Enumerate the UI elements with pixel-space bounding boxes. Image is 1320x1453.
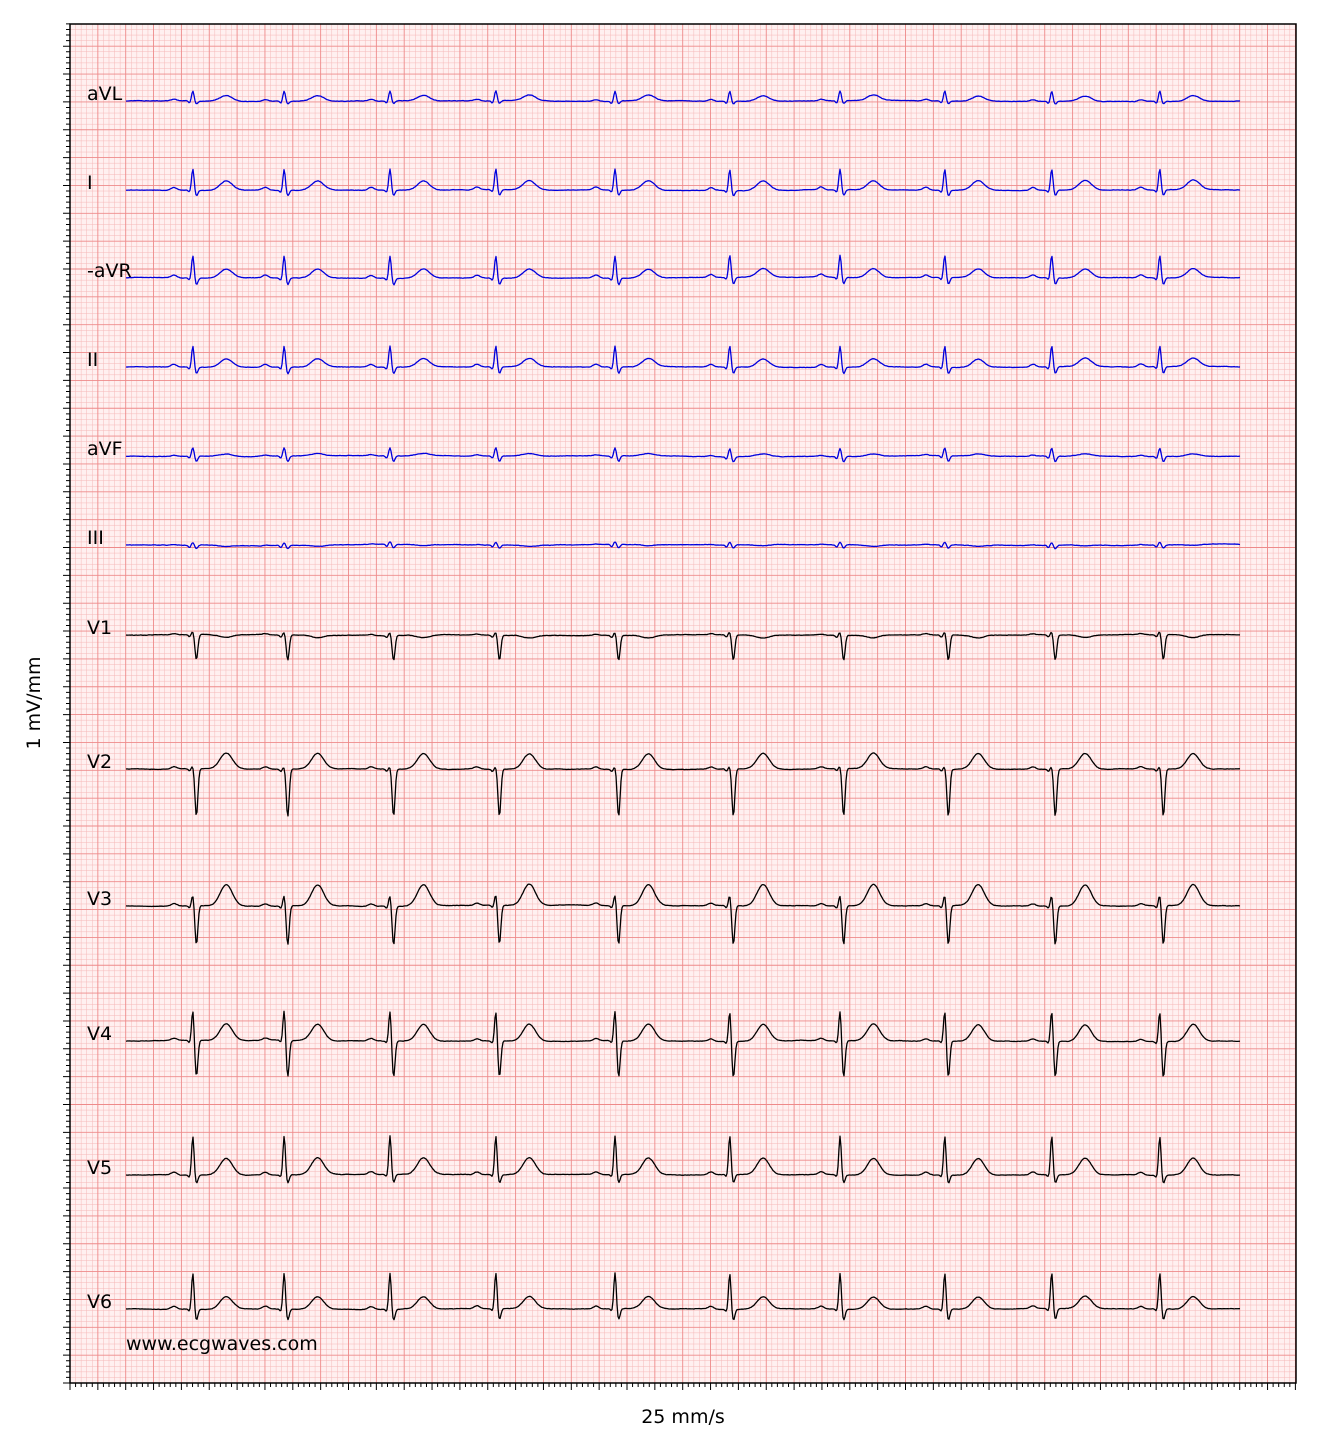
lead-label-avf: aVF — [87, 438, 123, 460]
lead-label-v6: V6 — [87, 1291, 112, 1313]
lead-label-v3: V3 — [87, 888, 112, 910]
x-axis-label: 25 mm/s — [641, 1406, 725, 1428]
trace-iii — [125, 541, 1241, 550]
trace-v4 — [125, 1010, 1241, 1077]
trace-avl — [125, 90, 1241, 105]
lead-label-ii: II — [87, 349, 98, 371]
trace-i — [125, 168, 1241, 197]
lead-label-v4: V4 — [87, 1023, 112, 1045]
trace-v6 — [125, 1272, 1241, 1321]
lead-label-v2: V2 — [87, 751, 112, 773]
tick-marks — [63, 23, 1296, 1390]
trace-avf — [125, 447, 1241, 463]
trace-avr — [125, 254, 1241, 286]
lead-label-iii: III — [87, 527, 104, 549]
lead-traces — [125, 90, 1241, 1321]
y-axis-label: 1 mV/mm — [23, 656, 45, 749]
trace-v3 — [125, 883, 1241, 945]
trace-v2 — [125, 752, 1241, 817]
watermark-text: www.ecgwaves.com — [126, 1333, 318, 1355]
lead-label-v1: V1 — [87, 617, 112, 639]
lead-label-avr: -aVR — [87, 260, 132, 282]
trace-v1 — [125, 631, 1241, 661]
trace-v5 — [125, 1135, 1241, 1184]
axis-ticks — [63, 23, 1296, 1390]
lead-label-i: I — [87, 172, 93, 194]
lead-label-avl: aVL — [87, 83, 123, 105]
lead-label-v5: V5 — [87, 1157, 112, 1179]
lead-labels: aVL I -aVR II aVF III V1 V2 V3 V4 V5 V6 — [87, 83, 132, 1313]
trace-ii — [125, 345, 1241, 375]
